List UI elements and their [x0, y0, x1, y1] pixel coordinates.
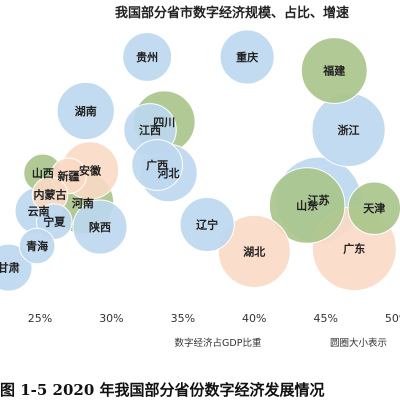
- point-label: 福建: [322, 64, 346, 78]
- point-label: 四川: [153, 116, 175, 129]
- x-axis-ticks: 25% 30% 35% 40% 45% 50%: [28, 312, 400, 325]
- point-label: 广东: [343, 242, 365, 256]
- point-label: 浙江: [338, 123, 360, 137]
- point-label: 新疆: [58, 169, 80, 183]
- point-label: 甘肃: [0, 261, 20, 275]
- x-tick-label: 40%: [242, 312, 266, 325]
- figure-caption: 图 1-5 2020 年我国部分省份数字经济发展情况: [0, 381, 325, 399]
- point-label: 内蒙古: [34, 188, 67, 202]
- chart-title: 我国部分省市数字经济规模、占比、增速: [115, 5, 349, 21]
- bubble-point: [179, 196, 235, 252]
- bubble-point: [72, 199, 128, 255]
- bubble-point: [131, 139, 184, 191]
- point-label: 贵州: [136, 50, 158, 64]
- point-label: 湖北: [243, 244, 265, 258]
- point-label: 江苏: [308, 193, 330, 207]
- size-legend-note: 圆圈大小表示: [330, 337, 387, 349]
- point-label: 广西: [146, 158, 168, 172]
- point-label: 河南: [72, 196, 94, 210]
- point-label: 山西: [32, 166, 54, 180]
- point-label: 山东: [296, 199, 318, 213]
- point-label: 江西: [139, 123, 161, 137]
- bubble-point: [18, 227, 56, 265]
- bubble-point: [122, 32, 173, 82]
- bubble-point: [217, 214, 291, 288]
- point-label: 天津: [363, 201, 385, 215]
- bubbles-layer: [0, 29, 400, 292]
- bubble-point: [268, 167, 346, 244]
- point-label: 重庆: [236, 50, 258, 64]
- point-label: 青海: [26, 239, 48, 253]
- point-label: 云南: [28, 204, 50, 218]
- point-label: 陕西: [89, 220, 111, 234]
- point-label: 辽宁: [196, 217, 218, 231]
- bubble-point: [219, 29, 275, 85]
- bubble-point: [56, 81, 115, 141]
- x-tick-label: 25%: [28, 312, 52, 325]
- bubble-point: [300, 37, 368, 104]
- point-label: 宁夏: [43, 215, 66, 229]
- point-label: 安徽: [79, 163, 102, 177]
- bubble-point: [347, 181, 400, 235]
- point-label: 河北: [158, 166, 180, 180]
- x-tick-label: 30%: [99, 312, 123, 325]
- point-label: 湖南: [75, 104, 97, 118]
- x-axis-label: 数字经济占GDP比重: [175, 337, 262, 349]
- x-tick-label: 45%: [313, 312, 337, 325]
- x-tick-label: 50%: [385, 312, 400, 325]
- x-tick-label: 35%: [171, 312, 195, 325]
